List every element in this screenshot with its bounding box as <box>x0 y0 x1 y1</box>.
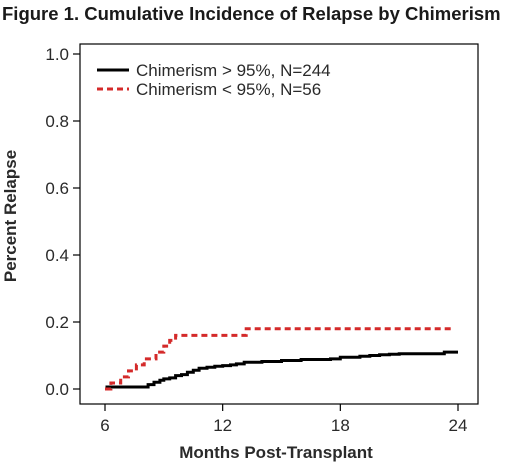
x-tick-label: 12 <box>213 416 232 435</box>
series-line-chimerism-low <box>105 327 453 391</box>
x-axis-label: Months Post-Transplant <box>179 443 373 462</box>
y-tick-label: 0.6 <box>45 179 69 198</box>
y-tick-label: 0.0 <box>45 380 69 399</box>
y-tick-label: 0.8 <box>45 112 69 131</box>
x-tick-label: 24 <box>449 416 468 435</box>
y-axis: 0.0 0.2 0.4 0.6 0.8 1.0 <box>45 45 80 399</box>
plot-frame <box>79 43 479 405</box>
legend-label: Chimerism < 95%, N=56 <box>136 80 321 99</box>
x-tick-label: 18 <box>331 416 350 435</box>
series-layer <box>105 327 458 391</box>
series-line-chimerism-high <box>105 350 458 391</box>
x-tick-label: 6 <box>100 416 109 435</box>
x-axis: 6 12 18 24 <box>100 404 467 435</box>
y-tick-label: 0.2 <box>45 313 69 332</box>
figure-title: Figure 1. Cumulative Incidence of Relaps… <box>2 3 501 24</box>
legend-label: Chimerism > 95%, N=244 <box>136 61 331 80</box>
y-tick-label: 0.4 <box>45 246 69 265</box>
y-axis-label: Percent Relapse <box>1 150 20 282</box>
y-tick-label: 1.0 <box>45 45 69 64</box>
